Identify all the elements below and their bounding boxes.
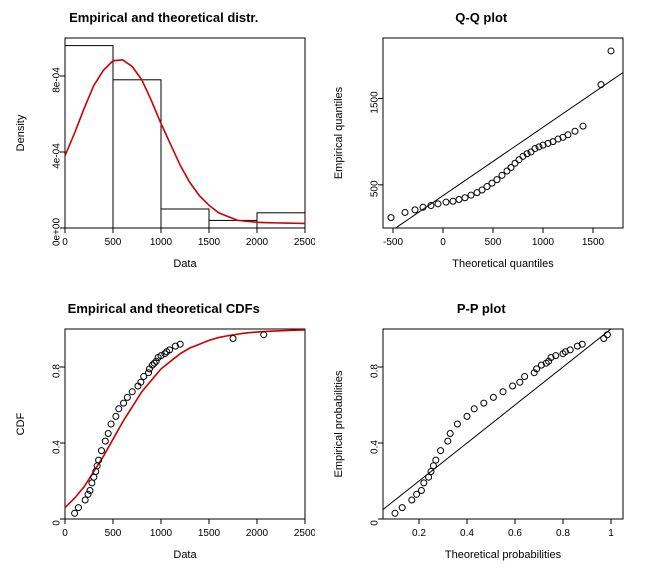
svg-text:CDF: CDF xyxy=(15,412,27,435)
svg-text:1500: 1500 xyxy=(198,528,221,539)
cdf-svg: 0 500 1000 1500 2000 2500 0 0.4 0.8 Data CDF xyxy=(10,324,315,564)
hist-svg: 0 500 1000 1500 2000 2500 0e+00 4e-04 8e-04 Data D… xyxy=(10,33,315,273)
svg-text:0.2: 0.2 xyxy=(412,528,426,539)
panel-qq: Q-Q plot -500 0 500 1000 1500 500 1500 Theoreti… xyxy=(328,10,636,281)
svg-text:1500: 1500 xyxy=(198,237,221,248)
svg-text:0: 0 xyxy=(52,519,63,525)
svg-text:0.4: 0.4 xyxy=(460,528,474,539)
hist-title: Empirical and theoretical distr. xyxy=(10,10,318,25)
svg-text:0: 0 xyxy=(369,519,380,525)
svg-text:Theoretical probabilities: Theoretical probabilities xyxy=(444,549,561,561)
panel-pp: P-P plot 0.2 0.4 0.6 0.8 1 0 0.4 0.8 Theoretical… xyxy=(328,301,636,572)
svg-text:2000: 2000 xyxy=(246,528,269,539)
panel-histogram: Empirical and theoretical distr. 0 500 100… xyxy=(10,10,318,281)
svg-text:0.8: 0.8 xyxy=(556,528,570,539)
svg-text:Data: Data xyxy=(173,258,197,270)
svg-text:500: 500 xyxy=(105,528,122,539)
svg-text:0.8: 0.8 xyxy=(52,363,63,377)
svg-text:4e-04: 4e-04 xyxy=(52,143,63,169)
cdf-title: Empirical and theoretical CDFs xyxy=(10,301,318,316)
svg-text:0: 0 xyxy=(62,528,68,539)
svg-text:Theoretical quantiles: Theoretical quantiles xyxy=(452,258,554,270)
svg-text:500: 500 xyxy=(369,180,380,197)
svg-text:0.4: 0.4 xyxy=(52,439,63,453)
svg-text:Data: Data xyxy=(173,549,197,561)
svg-text:1: 1 xyxy=(608,528,614,539)
svg-text:1000: 1000 xyxy=(150,528,173,539)
svg-text:0.6: 0.6 xyxy=(508,528,522,539)
svg-text:500: 500 xyxy=(105,237,122,248)
chart-grid: Empirical and theoretical distr. 0500100… xyxy=(10,10,635,571)
svg-text:2500: 2500 xyxy=(294,237,315,248)
svg-text:0: 0 xyxy=(440,237,446,248)
qq-title: Q-Q plot xyxy=(328,10,636,25)
svg-text:Empirical quantiles: Empirical quantiles xyxy=(333,86,345,179)
svg-text:500: 500 xyxy=(484,237,501,248)
svg-text:Density: Density xyxy=(15,114,27,151)
svg-text:8e-04: 8e-04 xyxy=(52,67,63,93)
panel-cdf: Empirical and theoretical CDFs 0 500 1000 1… xyxy=(10,301,318,572)
qq-svg: -500 0 500 1000 1500 500 1500 Theoretical quant… xyxy=(328,33,633,273)
svg-text:2500: 2500 xyxy=(294,528,315,539)
svg-text:1000: 1000 xyxy=(531,237,554,248)
svg-text:2000: 2000 xyxy=(246,237,269,248)
svg-text:1000: 1000 xyxy=(150,237,173,248)
svg-text:0.8: 0.8 xyxy=(369,363,380,377)
svg-text:0: 0 xyxy=(62,237,68,248)
svg-text:1500: 1500 xyxy=(581,237,604,248)
svg-text:0.4: 0.4 xyxy=(369,439,380,453)
svg-text:0e+00: 0e+00 xyxy=(52,218,63,247)
svg-text:Empirical probabilities: Empirical probabilities xyxy=(333,370,345,477)
svg-text:-500: -500 xyxy=(382,237,402,248)
pp-svg: 0.2 0.4 0.6 0.8 1 0 0.4 0.8 Theoretical probabil… xyxy=(328,324,633,564)
svg-text:1500: 1500 xyxy=(369,91,380,114)
pp-title: P-P plot xyxy=(328,301,636,316)
